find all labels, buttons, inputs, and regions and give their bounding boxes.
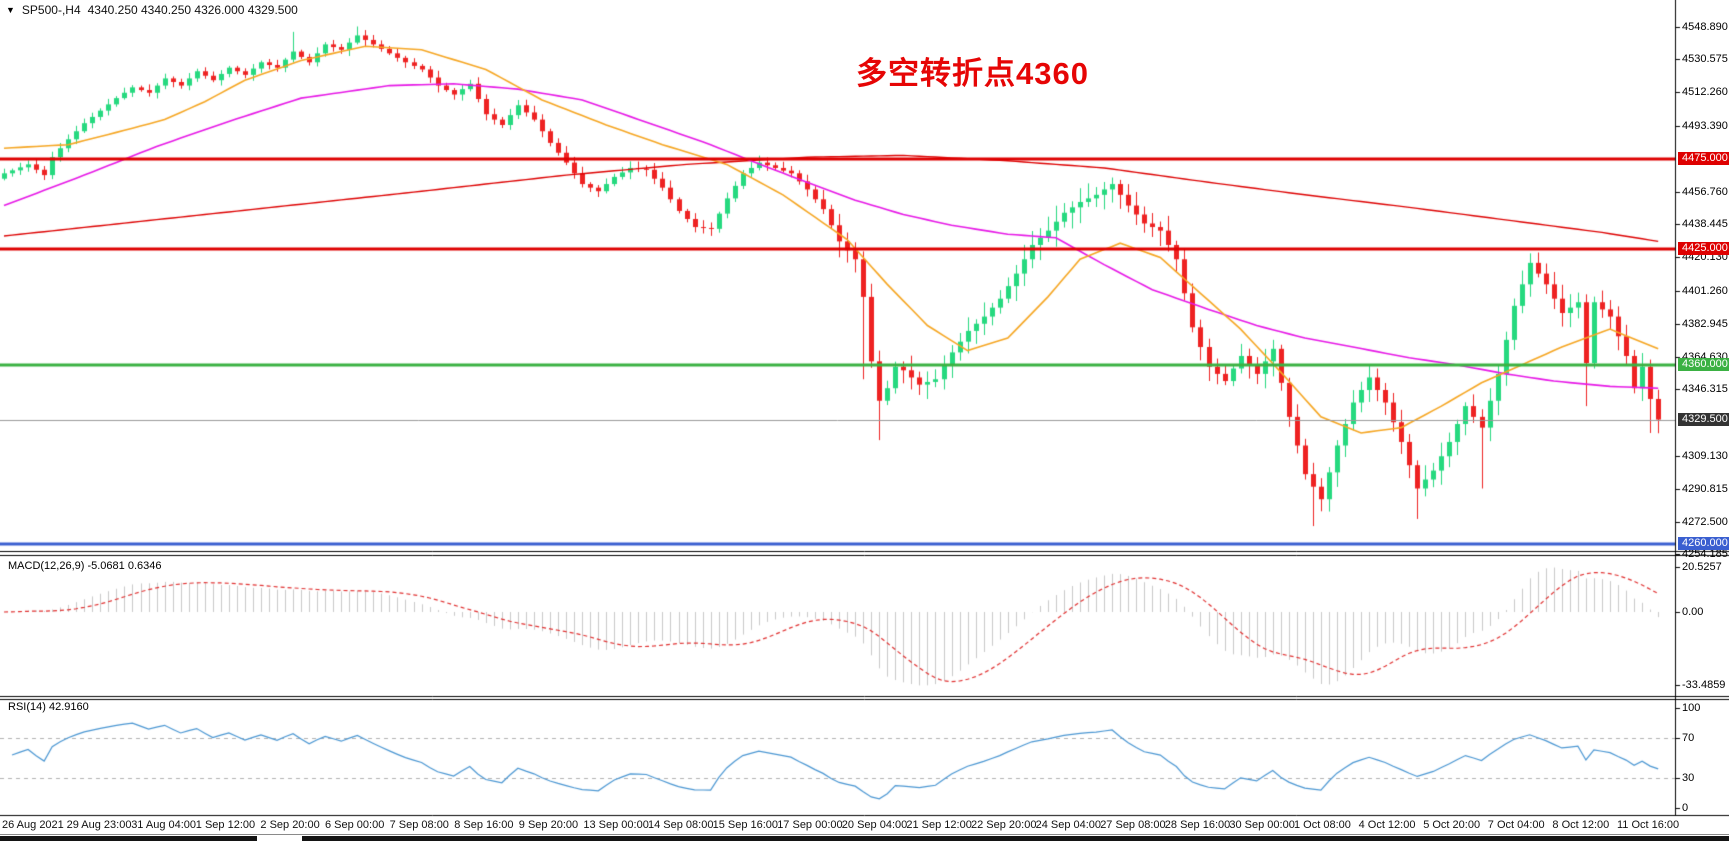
- price-tick-label: 4382.945: [1682, 318, 1728, 330]
- price-tick-label: 4309.130: [1682, 450, 1728, 462]
- scrollbar-segment-left[interactable]: [0, 836, 257, 841]
- time-tick-label: 9 Sep 20:00: [518, 819, 579, 831]
- price-tick-label: 4493.390: [1682, 120, 1728, 132]
- time-tick-label: 4 Oct 12:00: [1358, 819, 1416, 831]
- price-tick-label: 4456.760: [1682, 186, 1728, 198]
- price-tick-label: 4346.315: [1682, 383, 1728, 395]
- ohlc-values: 4340.250 4340.250 4326.000 4329.500: [87, 3, 298, 17]
- rsi-tick-label: 70: [1682, 732, 1695, 744]
- rsi-tick-label: 30: [1682, 772, 1695, 784]
- time-tick-label: 15 Sep 16:00: [712, 819, 779, 831]
- time-tick-label: 27 Sep 08:00: [1100, 819, 1166, 831]
- time-tick-label: 6 Sep 00:00: [325, 819, 385, 831]
- macd-tick-label: 0.00: [1682, 606, 1704, 618]
- price-tick-label: 4272.500: [1682, 516, 1728, 528]
- time-tick-label: 17 Sep 00:00: [777, 819, 843, 831]
- price-tick-label: 4548.890: [1682, 21, 1728, 33]
- bottom-scrollbar[interactable]: [0, 834, 1729, 841]
- macd-tick-label: -33.4859: [1682, 679, 1726, 691]
- price-tick-label: 4401.260: [1682, 285, 1728, 297]
- time-tick-label: 29 Aug 23:00: [66, 819, 132, 831]
- price-tick-label: 4530.575: [1682, 53, 1728, 65]
- time-tick-label: 13 Sep 00:00: [583, 819, 649, 831]
- time-tick-label: 7 Sep 08:00: [389, 819, 449, 831]
- price-level-badge: 4360.000: [1678, 358, 1729, 371]
- time-tick-label: 7 Oct 04:00: [1487, 819, 1545, 831]
- time-tick-label: 11 Oct 16:00: [1617, 819, 1680, 831]
- price-level-badge: 4475.000: [1678, 152, 1729, 165]
- rsi-tick-label: 0: [1682, 802, 1689, 814]
- time-tick-label: 30 Sep 00:00: [1229, 819, 1295, 831]
- symbol-label: SP500-,H4: [21, 3, 81, 17]
- time-tick-label: 8 Oct 12:00: [1552, 819, 1610, 831]
- price-tick-label: 4290.815: [1682, 483, 1728, 495]
- time-tick-label: 28 Sep 16:00: [1164, 819, 1231, 831]
- time-tick-label: 22 Sep 20:00: [971, 819, 1037, 831]
- time-tick-label: 1 Oct 08:00: [1294, 819, 1351, 831]
- price-level-badge: 4425.000: [1678, 242, 1729, 255]
- time-tick-label: 31 Aug 04:00: [131, 819, 197, 831]
- rsi-indicator-label: RSI(14) 42.9160: [8, 701, 89, 713]
- rsi-tick-label: 100: [1682, 702, 1701, 714]
- time-tick-label: 5 Oct 20:00: [1423, 819, 1481, 831]
- price-tick-label: 4438.445: [1682, 218, 1728, 230]
- price-level-badge: 4329.500: [1678, 413, 1729, 426]
- time-tick-label: 8 Sep 16:00: [454, 819, 514, 831]
- symbol-dropdown-icon[interactable]: ▼: [6, 4, 15, 15]
- macd-tick-label: 20.5257: [1682, 561, 1722, 573]
- time-tick-label: 20 Sep 04:00: [841, 819, 908, 831]
- macd-indicator-label: MACD(12,26,9) -5.0681 0.6346: [8, 560, 162, 572]
- time-tick-label: 21 Sep 12:00: [906, 819, 972, 831]
- chart-header: ▼ SP500-,H4 4340.250 4340.250 4326.000 4…: [6, 3, 298, 17]
- time-tick-label: 26 Aug 2021: [2, 819, 64, 831]
- time-tick-label: 1 Sep 12:00: [195, 819, 256, 831]
- price-tick-label: 4254.185: [1682, 548, 1728, 560]
- time-tick-label: 24 Sep 04:00: [1035, 819, 1102, 831]
- chart-annotation-text: 多空转折点4360: [856, 56, 1089, 91]
- time-tick-label: 14 Sep 08:00: [648, 819, 714, 831]
- price-tick-label: 4512.260: [1682, 86, 1728, 98]
- price-level-badge: 4260.000: [1678, 537, 1729, 550]
- time-tick-label: 2 Sep 20:00: [260, 819, 320, 831]
- scrollbar-segment-right[interactable]: [302, 836, 1729, 841]
